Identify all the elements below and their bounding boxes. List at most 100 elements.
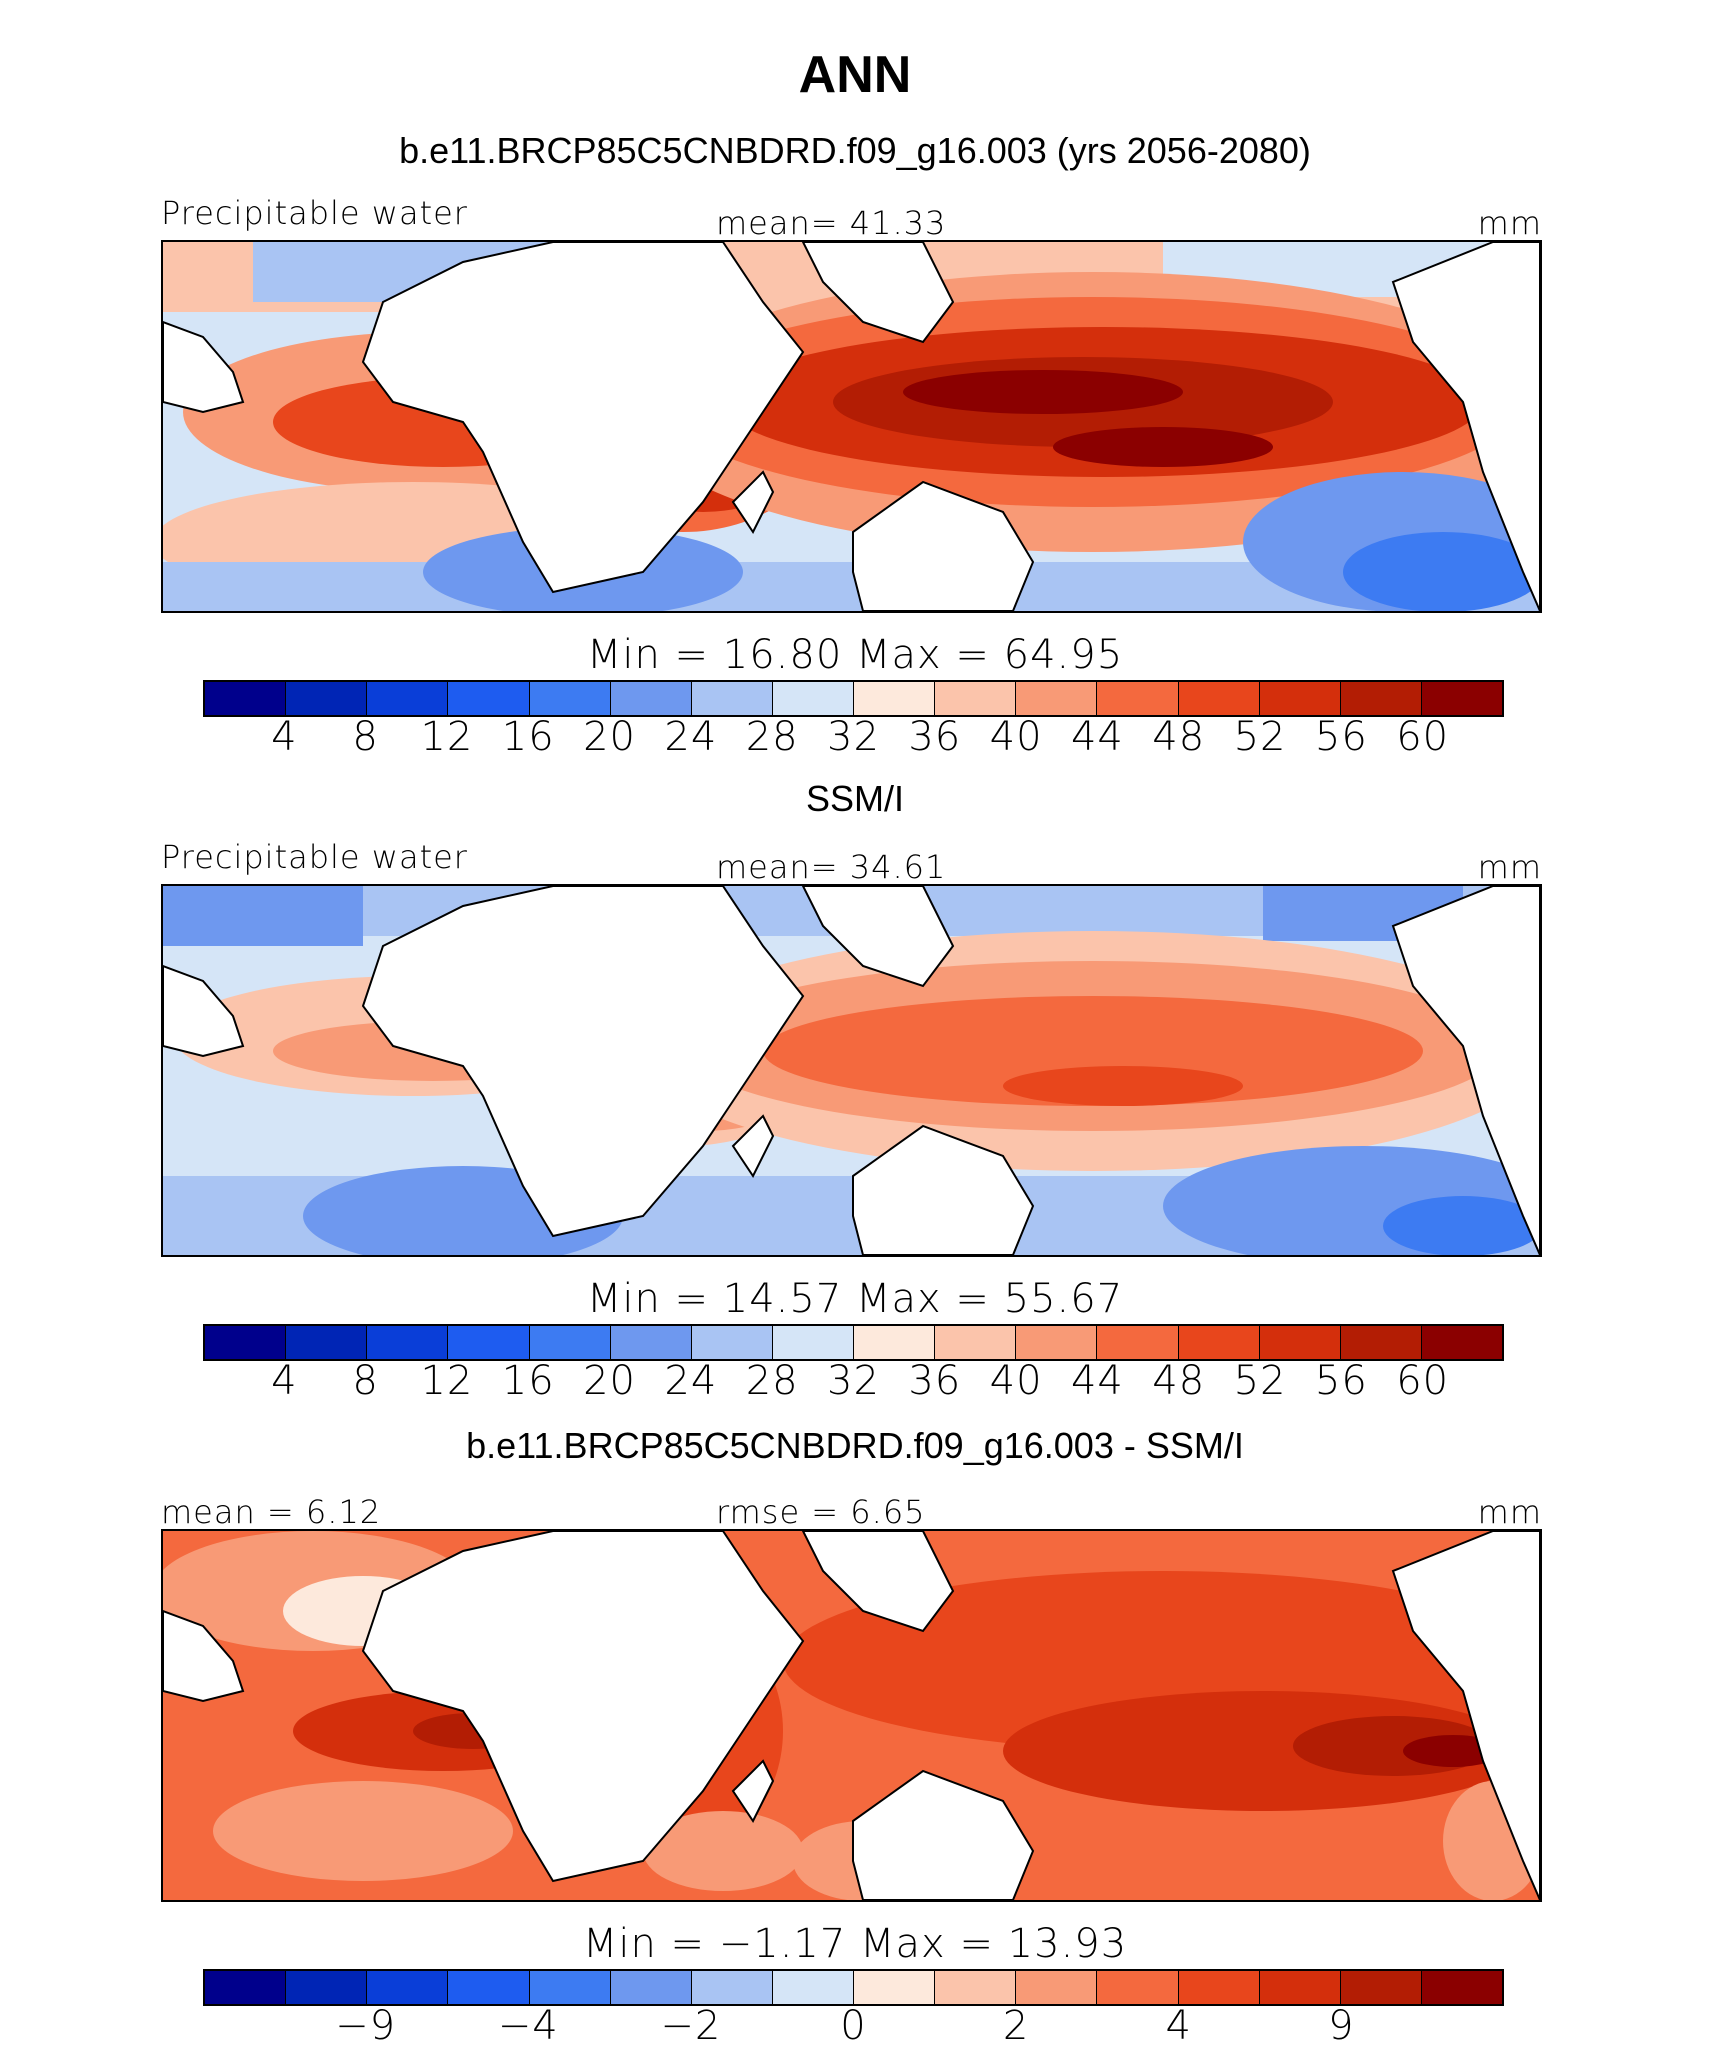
colorbar-swatch — [772, 1971, 854, 2004]
colorbar-tick-label: 56 — [1314, 1358, 1368, 1404]
colorbar-tick-label: 44 — [1070, 714, 1124, 760]
colorbar-tick-label: 4 — [1165, 2003, 1192, 2049]
colorbar-tick-label: −2 — [660, 2003, 722, 2049]
colorbar-swatch — [205, 682, 287, 715]
colorbar-swatch — [1016, 1326, 1098, 1359]
colorbar-tick-label: 4 — [271, 1358, 298, 1404]
colorbar-swatch — [854, 1971, 936, 2004]
colorbar-tick-label: 32 — [827, 714, 880, 760]
colorbar-swatch — [854, 1326, 936, 1359]
colorbar-swatch — [1259, 1971, 1341, 2004]
panel-3-colorbar-ticks: −9 −4 −2 0 2 4 9 — [0, 2003, 1710, 2053]
panel-3-difference-field — [163, 1531, 1540, 1900]
colorbar-swatch — [529, 1326, 611, 1359]
colorbar-swatch — [610, 1971, 692, 2004]
panel-2-variable-label: Precipitable water — [161, 838, 468, 876]
panel-2-contour-field — [163, 886, 1540, 1255]
colorbar-swatch — [448, 1326, 530, 1359]
colorbar-swatch — [1340, 682, 1422, 715]
colorbar-swatch — [529, 1971, 611, 2004]
colorbar-tick-label: 40 — [989, 1358, 1043, 1404]
colorbar-swatch — [1340, 1326, 1422, 1359]
panel-2-mean-label: mean= 34.61 — [716, 848, 947, 886]
colorbar-tick-label: 48 — [1152, 714, 1206, 760]
colorbar-swatch — [1178, 1326, 1260, 1359]
colorbar-swatch — [205, 1326, 287, 1359]
colorbar-swatch — [1421, 1971, 1502, 2004]
panel-3-mean-label: mean = 6.12 — [161, 1493, 382, 1531]
colorbar-swatch — [610, 682, 692, 715]
colorbar-swatch — [367, 1326, 449, 1359]
colorbar-swatch — [1178, 682, 1260, 715]
panel-1-mean-label: mean= 41.33 — [716, 204, 947, 242]
colorbar-swatch — [1097, 1326, 1179, 1359]
colorbar-swatch — [448, 1971, 530, 2004]
colorbar-swatch — [367, 1971, 449, 2004]
colorbar-swatch — [691, 682, 773, 715]
colorbar-tick-label: 56 — [1314, 714, 1368, 760]
panel-3-range-label: Min = −1.17 Max = 13.93 — [582, 1921, 1128, 1967]
page-title: ANN — [798, 46, 912, 104]
colorbar-tick-label: 24 — [664, 1358, 718, 1404]
panel-2-map — [161, 884, 1542, 1257]
colorbar-tick-label: 0 — [840, 2003, 867, 2049]
colorbar-tick-label: 20 — [583, 714, 637, 760]
panel-1-range-label: Min = 16.80 Max = 64.95 — [586, 632, 1124, 678]
colorbar-swatch — [772, 682, 854, 715]
panel-3-map — [161, 1529, 1542, 1902]
colorbar-tick-label: 4 — [271, 714, 298, 760]
colorbar-swatch — [1097, 682, 1179, 715]
panel-2-colorbar-ticks: 4 8 12 16 20 24 28 32 36 40 44 48 52 56 60 — [0, 1358, 1710, 1408]
colorbar-tick-label: 52 — [1233, 1358, 1287, 1404]
colorbar-tick-label: 16 — [501, 714, 555, 760]
panel-2-subtitle: SSM/I — [805, 778, 904, 819]
colorbar-tick-label: 36 — [908, 714, 962, 760]
colorbar-tick-label: 20 — [583, 1358, 637, 1404]
colorbar-swatch — [1178, 1971, 1260, 2004]
colorbar-tick-label: 44 — [1070, 1358, 1124, 1404]
colorbar-tick-label: −4 — [497, 2003, 559, 2049]
colorbar-swatch — [286, 682, 368, 715]
panel-1-variable-label: Precipitable water — [161, 194, 468, 232]
colorbar-swatch — [1259, 682, 1341, 715]
colorbar-tick-label: 28 — [745, 714, 799, 760]
colorbar-tick-label: 28 — [745, 1358, 799, 1404]
colorbar-tick-label: 8 — [352, 714, 379, 760]
colorbar-swatch — [1259, 1326, 1341, 1359]
colorbar-tick-label: 2 — [1002, 2003, 1030, 2049]
colorbar-tick-label: 12 — [420, 1358, 474, 1404]
colorbar-tick-label: −9 — [335, 2003, 397, 2049]
colorbar-swatch — [448, 682, 530, 715]
colorbar-swatch — [935, 682, 1017, 715]
panel-1-colorbar-ticks: 4 8 12 16 20 24 28 32 36 40 44 48 52 56 60 — [0, 714, 1710, 764]
panel-1-contour-field — [163, 242, 1540, 611]
colorbar-swatch — [529, 682, 611, 715]
colorbar-swatch — [1016, 682, 1098, 715]
panel-1-colorbar — [203, 680, 1504, 717]
colorbar-swatch — [1340, 1971, 1422, 2004]
colorbar-tick-label: 52 — [1233, 714, 1287, 760]
colorbar-swatch — [610, 1326, 692, 1359]
colorbar-tick-label: 60 — [1396, 714, 1450, 760]
colorbar-swatch — [691, 1971, 773, 2004]
panel-3-rmse-label: rmse = 6.65 — [716, 1493, 926, 1531]
panel-2-colorbar — [203, 1324, 1504, 1361]
colorbar-swatch — [772, 1326, 854, 1359]
colorbar-swatch — [367, 682, 449, 715]
colorbar-tick-label: 16 — [501, 1358, 555, 1404]
colorbar-swatch — [1421, 682, 1502, 715]
colorbar-swatch — [935, 1326, 1017, 1359]
panel-2-range-label: Min = 14.57 Max = 55.67 — [586, 1276, 1124, 1322]
colorbar-swatch — [854, 682, 936, 715]
colorbar-tick-label: 32 — [827, 1358, 880, 1404]
colorbar-swatch — [286, 1326, 368, 1359]
colorbar-swatch — [1097, 1971, 1179, 2004]
colorbar-swatch — [1421, 1326, 1502, 1359]
colorbar-tick-label: 24 — [664, 714, 718, 760]
colorbar-tick-label: 40 — [989, 714, 1043, 760]
colorbar-tick-label: 12 — [420, 714, 474, 760]
colorbar-swatch — [205, 1971, 287, 2004]
panel-3-units-label: mm — [1477, 1493, 1542, 1531]
colorbar-tick-label: 60 — [1396, 1358, 1450, 1404]
panel-1-subtitle: b.e11.BRCP85C5CNBDRD.f09_g16.003 (yrs 20… — [399, 130, 1311, 171]
